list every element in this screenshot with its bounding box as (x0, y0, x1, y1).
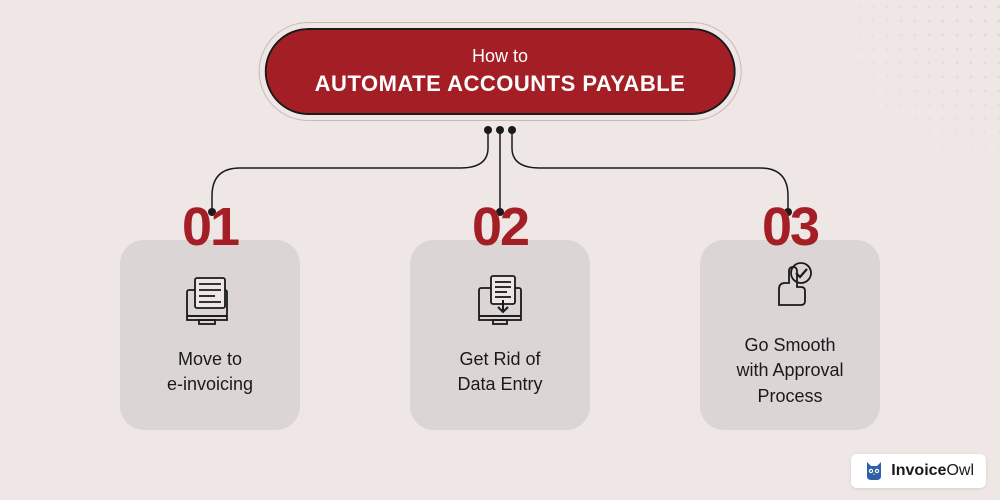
header-pill: How to AUTOMATE ACCOUNTS PAYABLE (265, 28, 736, 115)
owl-icon (863, 460, 885, 482)
header-title: AUTOMATE ACCOUNTS PAYABLE (315, 71, 686, 97)
einvoice-icon (180, 269, 240, 329)
step-label: Move toe-invoicing (167, 347, 253, 397)
data-entry-icon (470, 269, 530, 329)
approval-icon (760, 257, 820, 315)
brand-name: InvoiceOwl (891, 462, 974, 480)
step-label: Go Smoothwith ApprovalProcess (736, 333, 843, 409)
step-number: 01 (182, 200, 238, 254)
step-card: Get Rid ofData Entry (410, 240, 590, 430)
step-number: 03 (762, 200, 818, 254)
step-number: 02 (472, 200, 528, 254)
step-label: Get Rid ofData Entry (457, 347, 542, 397)
header-subtitle: How to (315, 46, 686, 67)
step-2: 02 Get Rid ofData Entry (400, 200, 600, 430)
step-card: Move toe-invoicing (120, 240, 300, 430)
step-3: 03 Go Smoothwith ApprovalProcess (690, 200, 890, 430)
steps-row: 01 Move toe-invoicing 02 (0, 200, 1000, 430)
step-1: 01 Move toe-invoicing (110, 200, 310, 430)
step-card: Go Smoothwith ApprovalProcess (700, 240, 880, 430)
brand-badge: InvoiceOwl (851, 454, 986, 488)
